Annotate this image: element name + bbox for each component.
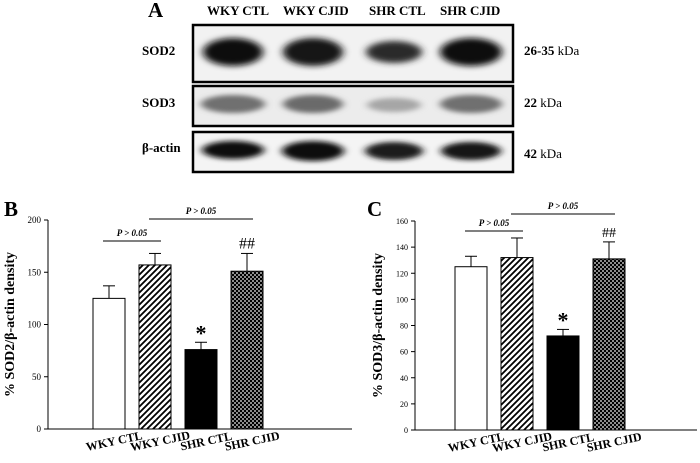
- band-actin-shr-ctl: [365, 142, 423, 160]
- p-value-label: P > 0.05: [548, 201, 579, 211]
- blot-sod2: [191, 23, 515, 84]
- y-tick-label: 0: [404, 426, 408, 435]
- kda-label-sod3: 22 kDa: [524, 95, 562, 110]
- band-sod3-wky-cjid: [283, 95, 343, 113]
- y-tick-label: 100: [396, 295, 408, 304]
- y-tick-label: 20: [400, 400, 408, 409]
- y-tick-label: 160: [396, 217, 408, 226]
- bar-shr-ctl: [546, 335, 580, 431]
- bar-shr-ctl: [184, 349, 218, 430]
- lane-label-shr-ctl: SHR CTL: [369, 3, 426, 18]
- y-axis-label: % SOD2/β-actin density: [3, 252, 18, 397]
- y-axis-label: % SOD3/β-actin density: [371, 253, 386, 398]
- y-tick-label: 60: [400, 348, 408, 357]
- blot-label-beta-actin: β-actin: [142, 140, 181, 155]
- bar-wky-ctl: [92, 297, 126, 430]
- bar-shr-cjid: [592, 258, 626, 431]
- y-tick-label: 140: [396, 243, 408, 252]
- blot-label-sod2: SOD2: [142, 43, 176, 58]
- band-sod2-shr-cjid: [440, 38, 502, 66]
- panel-letter-b: B: [4, 197, 18, 221]
- x-tick-label-shr-cjid: SHR CJID: [223, 428, 281, 453]
- band-sod3-shr-cjid: [440, 95, 502, 113]
- y-tick-label: 50: [32, 372, 42, 382]
- kda-label-sod2: 26-35 kDa: [524, 43, 580, 58]
- y-tick-label: 0: [37, 424, 42, 434]
- p-value-label: P > 0.05: [117, 228, 148, 238]
- blot-label-sod3: SOD3: [142, 95, 176, 110]
- p-value-label: P > 0.05: [186, 206, 217, 216]
- band-sod2-wky-ctl: [203, 38, 263, 66]
- band-actin-shr-cjid: [441, 142, 501, 160]
- y-tick-label: 200: [28, 215, 42, 225]
- p-value-label: P > 0.05: [479, 218, 510, 228]
- x-tick-label-shr-cjid: SHR CJID: [585, 429, 643, 454]
- bar-wky-cjid: [500, 257, 534, 431]
- significance-star: *: [558, 307, 569, 332]
- band-sod3-shr-ctl: [367, 98, 421, 112]
- bar-wky-ctl: [454, 266, 488, 431]
- blot-beta-actin: [191, 130, 515, 174]
- band-actin-wky-ctl: [202, 141, 264, 159]
- lane-label-wky-cjid: WKY CJID: [283, 3, 349, 18]
- y-tick-label: 40: [400, 374, 408, 383]
- band-sod3-wky-ctl: [201, 95, 265, 113]
- band-sod2-wky-cjid: [283, 38, 343, 66]
- significance-hash: ##: [602, 226, 616, 241]
- blot-sod3: [191, 84, 515, 128]
- lane-label-shr-cjid: SHR CJID: [440, 3, 501, 18]
- kda-label-beta-actin: 42 kDa: [524, 146, 562, 161]
- y-tick-label: 100: [28, 320, 42, 330]
- bar-wky-cjid: [138, 264, 172, 430]
- lane-label-wky-ctl: WKY CTL: [207, 3, 269, 18]
- significance-hash: ##: [239, 235, 255, 252]
- significance-star: *: [196, 320, 207, 345]
- panel-a-letter: A: [148, 0, 164, 22]
- y-tick-label: 120: [396, 269, 408, 278]
- band-sod2-shr-ctl: [366, 41, 422, 63]
- band-actin-wky-cjid: [282, 141, 344, 161]
- panel-letter-c: C: [367, 197, 382, 221]
- chart-c: C 0 20 40 60 80 100 120 140 160 % SOD3/β-actin den…: [367, 197, 697, 455]
- y-tick-label: 150: [28, 267, 42, 277]
- bar-shr-cjid: [230, 270, 264, 430]
- y-tick-label: 80: [400, 322, 408, 331]
